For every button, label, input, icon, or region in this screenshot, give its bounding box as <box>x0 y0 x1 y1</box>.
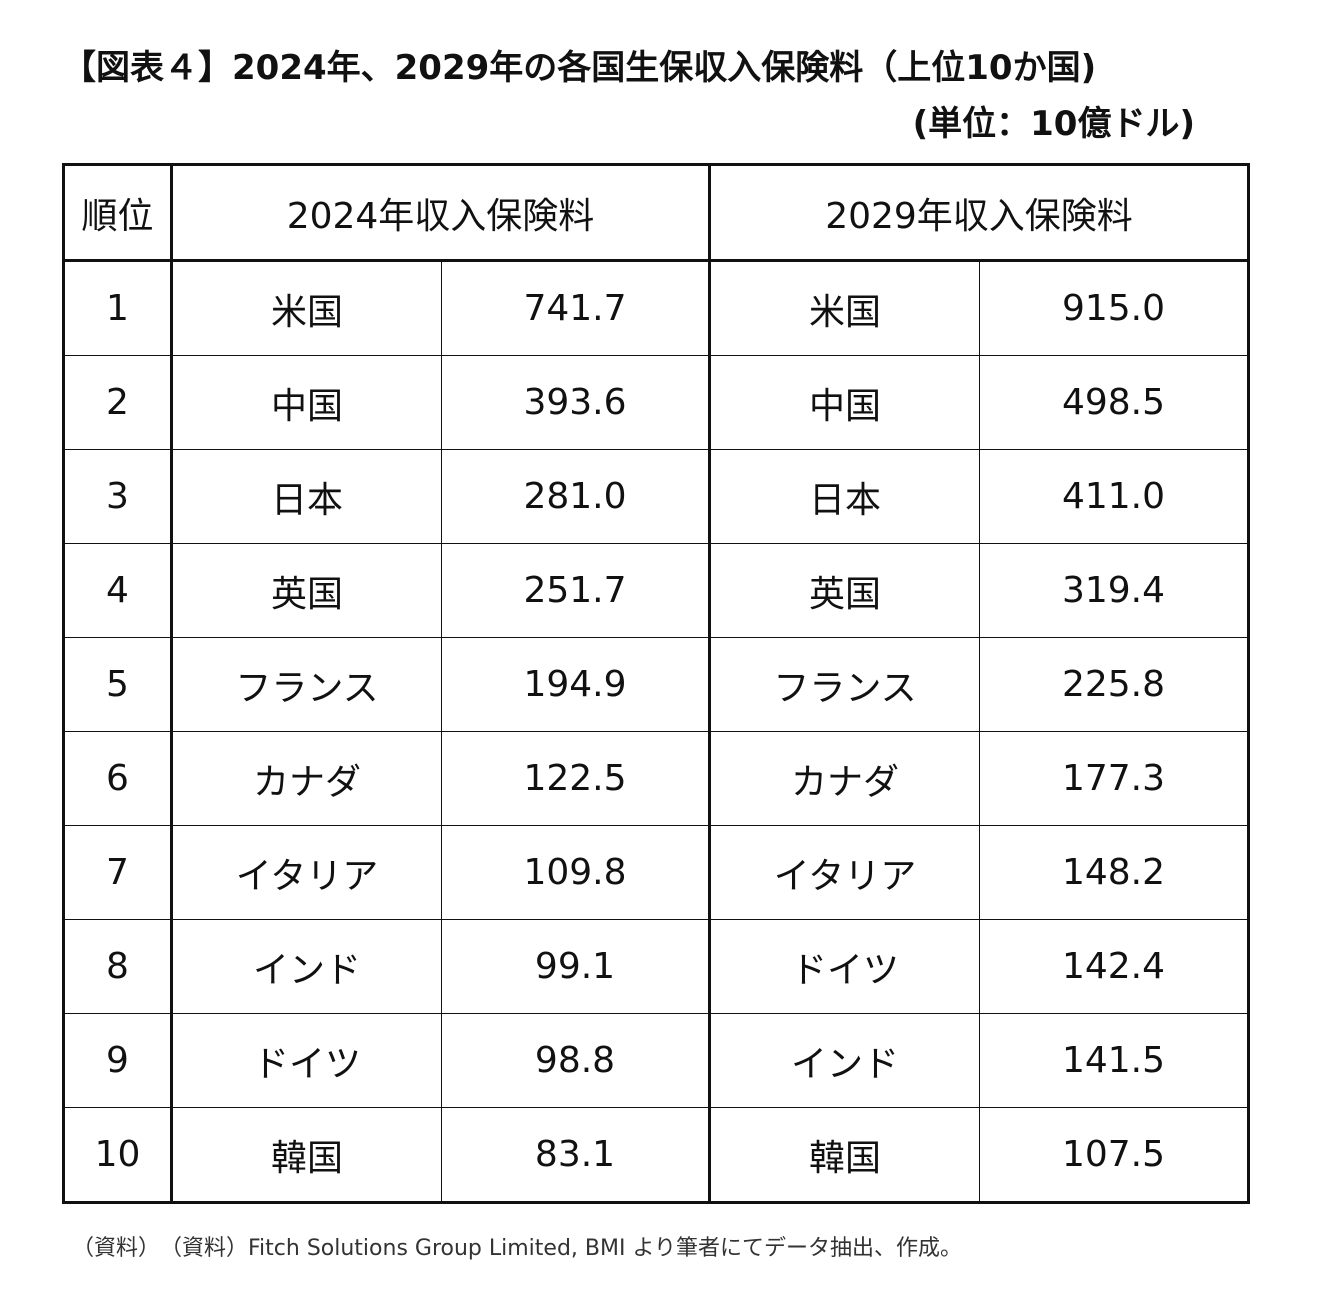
country-cell: 米国 <box>171 260 442 356</box>
country-cell: 中国 <box>171 355 442 450</box>
premium-cell: 142.4 <box>979 919 1249 1014</box>
premium-cell: 148.2 <box>979 825 1249 920</box>
column-header: 2024年収入保険料 <box>171 164 711 262</box>
rank-cell: 1 <box>63 260 173 356</box>
country-cell: インド <box>171 919 442 1014</box>
country-cell: 中国 <box>709 355 980 450</box>
premium-cell: 393.6 <box>441 355 711 450</box>
premium-cell: 83.1 <box>441 1107 711 1203</box>
premium-cell: 99.1 <box>441 919 711 1014</box>
header-row: 順位 2024年収入保険料 2029年収入保険料 <box>63 164 1249 262</box>
rank-cell: 2 <box>63 355 173 450</box>
rank-cell: 4 <box>63 543 173 638</box>
country-cell: 米国 <box>709 260 980 356</box>
country-cell: 日本 <box>171 449 442 544</box>
premium-cell: 109.8 <box>441 825 711 920</box>
table-row: 8 インド 99.1 ドイツ 142.4 <box>63 919 1249 1014</box>
country-cell: イタリア <box>709 825 980 920</box>
premium-cell: 411.0 <box>979 449 1249 544</box>
country-cell: カナダ <box>171 731 442 826</box>
premium-table: 順位 2024年収入保険料 2029年収入保険料 1 米国 741.7 米国 915.0… <box>62 163 1250 1204</box>
country-cell: 英国 <box>709 543 980 638</box>
rank-cell: 6 <box>63 731 173 826</box>
premium-cell: 122.5 <box>441 731 711 826</box>
country-cell: フランス <box>171 637 442 732</box>
table-row: 4 英国 251.7 英国 319.4 <box>63 543 1249 638</box>
premium-cell: 251.7 <box>441 543 711 638</box>
premium-cell: 741.7 <box>441 260 711 356</box>
table-row: 7 イタリア 109.8 イタリア 148.2 <box>63 825 1249 920</box>
premium-cell: 319.4 <box>979 543 1249 638</box>
rank-cell: 10 <box>63 1107 173 1203</box>
premium-cell: 281.0 <box>441 449 711 544</box>
country-cell: インド <box>709 1013 980 1108</box>
source-note: （資料） （資料）Fitch Solutions Group Limited, … <box>72 1236 963 1261</box>
country-cell: カナダ <box>709 731 980 826</box>
premium-cell: 225.8 <box>979 637 1249 732</box>
premium-cell: 98.8 <box>441 1013 711 1108</box>
rank-cell: 9 <box>63 1013 173 1108</box>
table-row: 1 米国 741.7 米国 915.0 <box>63 260 1249 356</box>
country-cell: フランス <box>709 637 980 732</box>
premium-cell: 141.5 <box>979 1013 1249 1108</box>
premium-cell: 498.5 <box>979 355 1249 450</box>
premium-cell: 915.0 <box>979 260 1249 356</box>
country-cell: ドイツ <box>709 919 980 1014</box>
title: 【図表４】2024年、2029年の各国生保収入保険料（上位10か国) <box>62 48 1097 88</box>
rank-cell: 3 <box>63 449 173 544</box>
country-cell: ドイツ <box>171 1013 442 1108</box>
table-body: 1 米国 741.7 米国 915.0 2 中国 393.6 中国 498.5 3 日本 281.0 日本… <box>63 260 1249 1203</box>
rank-cell: 7 <box>63 825 173 920</box>
column-header: 2029年収入保険料 <box>709 164 1249 262</box>
premium-cell: 107.5 <box>979 1107 1249 1203</box>
rank-cell: 5 <box>63 637 173 732</box>
table-row: 5 フランス 194.9 フランス 225.8 <box>63 637 1249 732</box>
table-row: 9 ドイツ 98.8 インド 141.5 <box>63 1013 1249 1108</box>
table-row: 3 日本 281.0 日本 411.0 <box>63 449 1249 544</box>
unit-label: (単位：10億ドル) <box>912 104 1195 144</box>
rank-cell: 8 <box>63 919 173 1014</box>
country-cell: イタリア <box>171 825 442 920</box>
table-row: 2 中国 393.6 中国 498.5 <box>63 355 1249 450</box>
country-cell: 韓国 <box>709 1107 980 1203</box>
table-row: 6 カナダ 122.5 カナダ 177.3 <box>63 731 1249 826</box>
country-cell: 日本 <box>709 449 980 544</box>
country-cell: 韓国 <box>171 1107 442 1203</box>
country-cell: 英国 <box>171 543 442 638</box>
table-row: 10 韓国 83.1 韓国 107.5 <box>63 1107 1249 1203</box>
premium-cell: 177.3 <box>979 731 1249 826</box>
premium-cell: 194.9 <box>441 637 711 732</box>
column-header: 順位 <box>63 164 173 262</box>
